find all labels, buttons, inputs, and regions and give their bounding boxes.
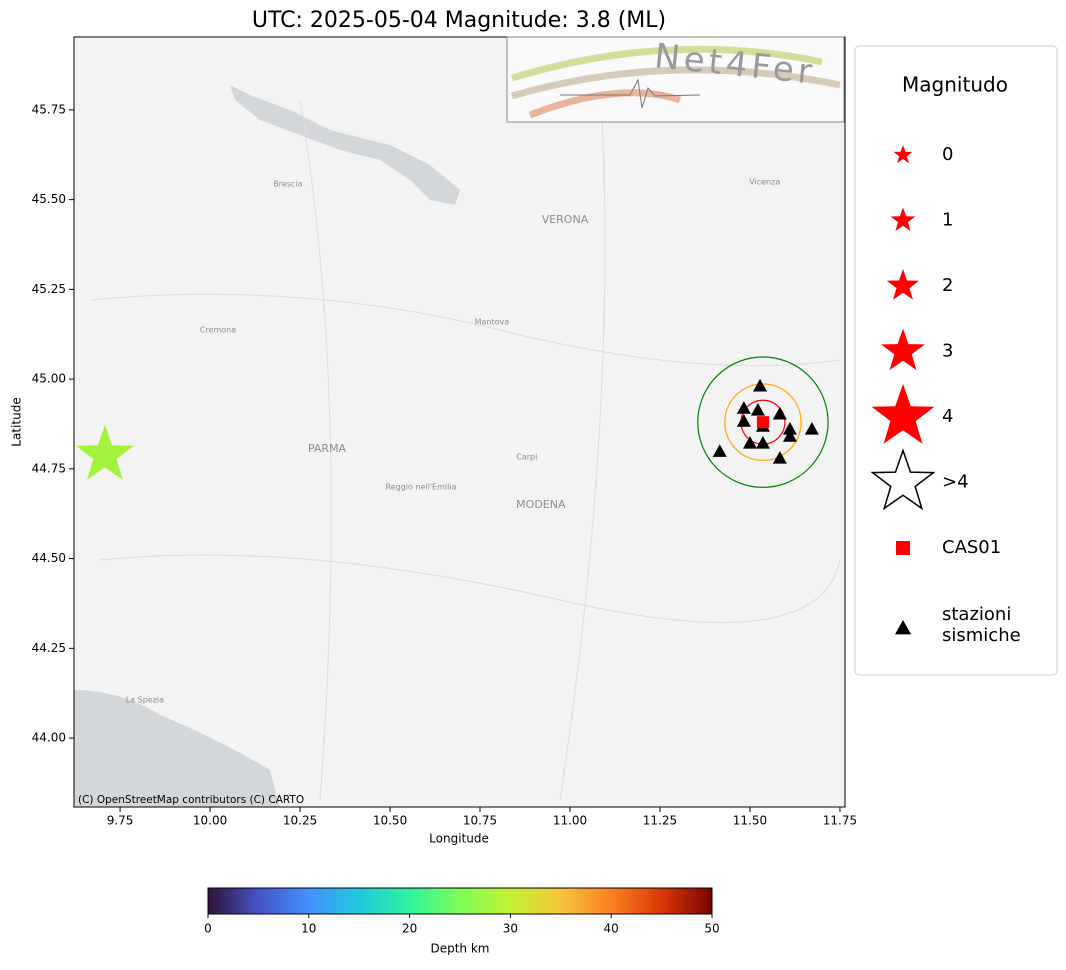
event-star — [76, 424, 134, 480]
legend-label: sismiche — [942, 625, 1021, 646]
y-tick-label: 45.75 — [32, 102, 66, 116]
y-tick-label: 44.75 — [32, 461, 66, 475]
x-tick-label: 11.25 — [643, 814, 677, 828]
place-label: VERONA — [542, 213, 589, 226]
y-tick-label: 45.50 — [32, 192, 66, 206]
station — [804, 422, 819, 435]
place-label: Cremona — [200, 325, 236, 334]
y-tick-label: 45.25 — [32, 282, 66, 296]
x-axis-label: Longitude — [429, 832, 489, 846]
x-tick-label: 10.00 — [193, 814, 227, 828]
legend-label: 2 — [942, 275, 953, 296]
place-label: Carpi — [516, 453, 537, 462]
place-label: Reggio nell'Emilia — [385, 483, 456, 492]
legend-label: 0 — [942, 144, 953, 165]
legend-label: >4 — [942, 472, 969, 493]
place-label: Brescia — [273, 180, 302, 189]
legend-marker — [870, 448, 936, 511]
colorbar — [207, 887, 713, 915]
legend-marker — [895, 620, 911, 635]
legend-label: 1 — [942, 210, 953, 231]
distance-circle — [697, 356, 829, 488]
legend-marker — [890, 207, 916, 231]
station — [755, 436, 770, 449]
legend-label: CAS01 — [942, 537, 1001, 558]
cas01-station — [756, 416, 769, 429]
colorbar-tick-label: 40 — [604, 922, 619, 936]
colorbar-tick-label: 10 — [301, 922, 316, 936]
distance-circle — [724, 383, 802, 461]
x-tick-label: 9.75 — [107, 814, 134, 828]
place-label: MODENA — [516, 498, 566, 511]
place-label: Mantova — [475, 318, 510, 327]
legend-marker — [893, 145, 913, 164]
x-tick-label: 10.50 — [373, 814, 407, 828]
map-layer: VERONA PARMA MODENA Cremona Brescia Mantova Re… — [76, 178, 829, 705]
station — [736, 414, 751, 427]
y-tick-label: 45.00 — [32, 372, 66, 386]
colorbar-tick-label: 20 — [402, 922, 417, 936]
legend-marker — [886, 269, 920, 300]
x-tick-label: 11.75 — [823, 814, 857, 828]
x-tick-label: 10.75 — [463, 814, 497, 828]
x-tick-label: 10.25 — [283, 814, 317, 828]
colorbar-tick-label: 0 — [204, 922, 212, 936]
station — [750, 402, 765, 416]
legend-marker — [896, 541, 910, 555]
legend-label: stazioni — [942, 604, 1011, 625]
station — [712, 444, 727, 457]
y-tick-label: 44.00 — [32, 731, 66, 745]
legend-marker — [871, 384, 935, 444]
station — [772, 451, 787, 464]
place-label: Vicenza — [749, 178, 780, 187]
colorbar-tick-label: 30 — [503, 922, 518, 936]
station — [782, 422, 797, 435]
station — [753, 378, 768, 392]
legend-marker — [881, 328, 925, 371]
attribution: (C) OpenStreetMap contributors (C) CARTO — [78, 794, 304, 806]
basemap — [74, 37, 845, 807]
y-tick-label: 44.50 — [32, 551, 66, 565]
station — [742, 436, 757, 449]
legend-label: 3 — [942, 341, 953, 362]
logo — [506, 36, 845, 123]
legend-label: 4 — [942, 406, 953, 427]
colorbar-label: Depth km — [430, 942, 489, 956]
legend-title: Magnitudo — [902, 73, 1008, 97]
station — [782, 429, 797, 442]
y-tick-label: 44.25 — [32, 641, 66, 655]
x-tick-label: 11.50 — [733, 814, 767, 828]
place-label: PARMA — [308, 442, 347, 455]
legend — [854, 45, 1058, 676]
x-tick-label: 11.00 — [553, 814, 587, 828]
station — [736, 401, 751, 414]
colorbar-tick-label: 50 — [704, 922, 719, 936]
axes-frame — [73, 36, 846, 808]
y-axis-label: Latitude — [10, 397, 24, 446]
station — [772, 406, 787, 420]
place-label: La Spezia — [126, 696, 164, 705]
chart-title: UTC: 2025-05-04 Magnitude: 3.8 (ML) — [252, 8, 666, 33]
